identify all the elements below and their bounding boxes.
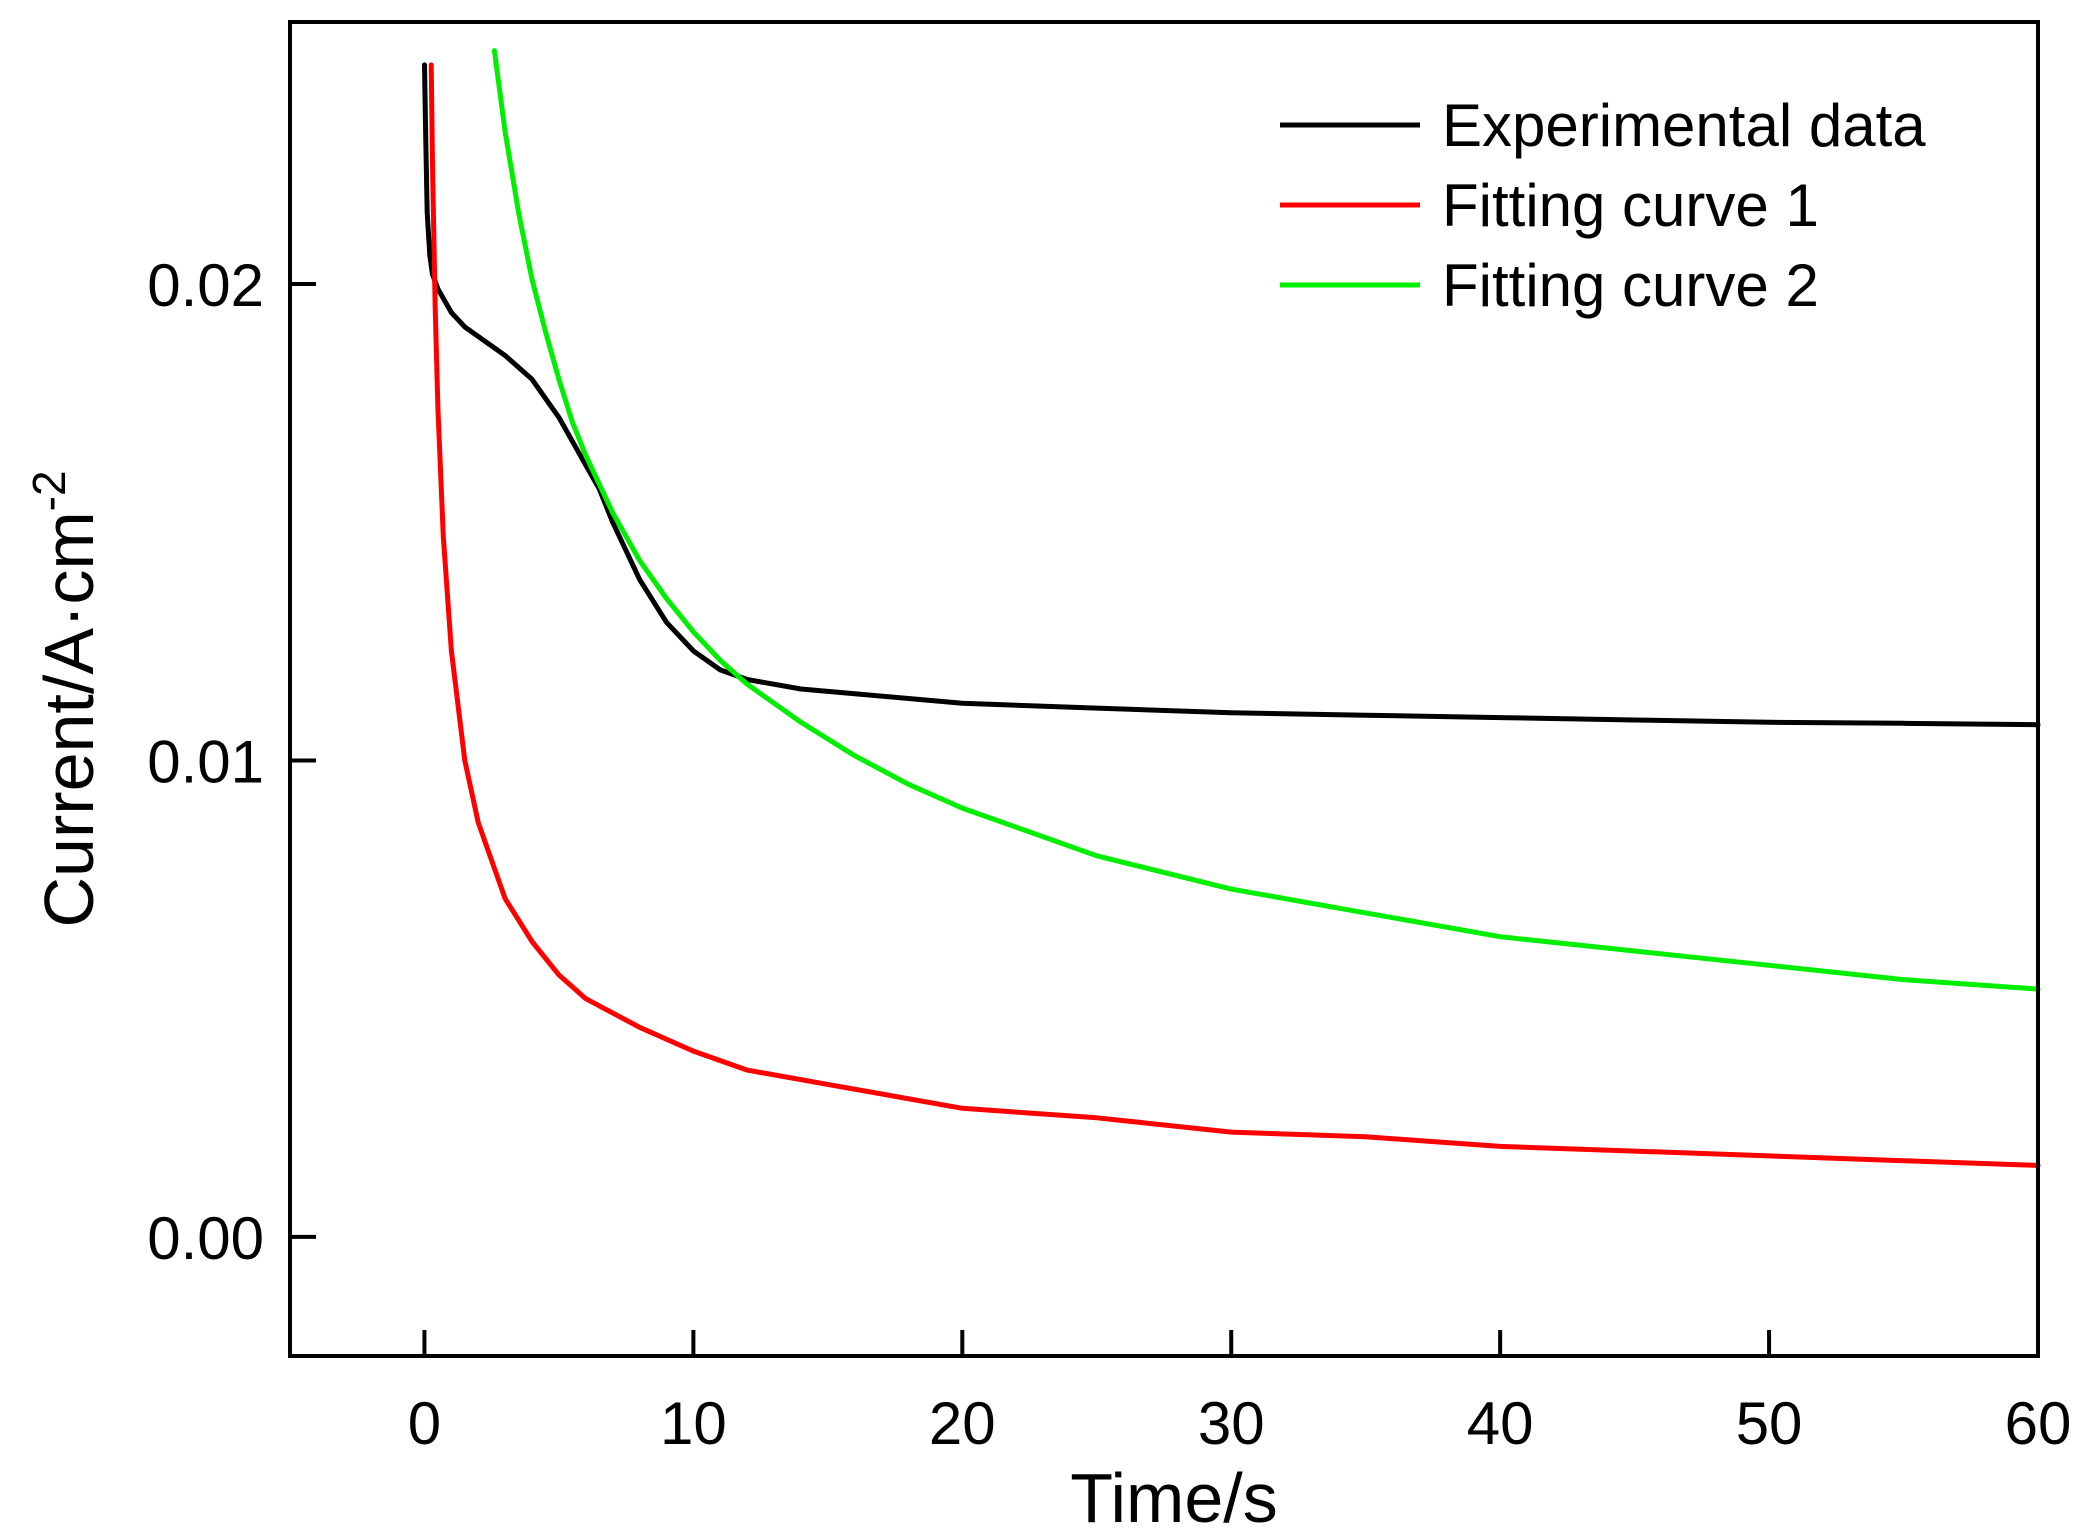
x-tick-label: 20: [929, 1390, 996, 1457]
x-tick-label: 30: [1198, 1390, 1265, 1457]
x-tick-label: 0: [408, 1390, 441, 1457]
y-axis-title-main: Current/A·cm: [30, 511, 108, 927]
x-axis: 0 10 20 30 40 50 60: [408, 1330, 2072, 1457]
series-layer: [422, 48, 2041, 1168]
series-line-1: [422, 62, 2041, 728]
y-axis: 0.00 0.01 0.02: [147, 252, 316, 1272]
x-tick-label: 40: [1467, 1390, 1534, 1457]
legend-label-2: Fitting curve 1: [1442, 172, 1819, 239]
series-line-3: [491, 48, 2041, 992]
y-axis-title-superscript: -2: [23, 470, 75, 511]
legend: Experimental data Fitting curve 1 Fitting …: [1280, 92, 1926, 319]
series-line-2: [428, 62, 2041, 1168]
x-tick-label: 10: [660, 1390, 727, 1457]
y-tick-label: 0.01: [147, 728, 264, 795]
legend-label-3: Fitting curve 2: [1442, 252, 1819, 319]
x-tick-label: 60: [2005, 1390, 2072, 1457]
x-axis-title: Time/s: [1070, 1459, 1277, 1537]
plot-frame: [288, 20, 2040, 1358]
y-tick-label: 0.00: [147, 1205, 264, 1272]
y-axis-title: Current/A·cm-2: [23, 470, 108, 927]
x-tick-label: 50: [1736, 1390, 1803, 1457]
y-tick-label: 0.02: [147, 252, 264, 319]
legend-label-1: Experimental data: [1442, 92, 1926, 159]
